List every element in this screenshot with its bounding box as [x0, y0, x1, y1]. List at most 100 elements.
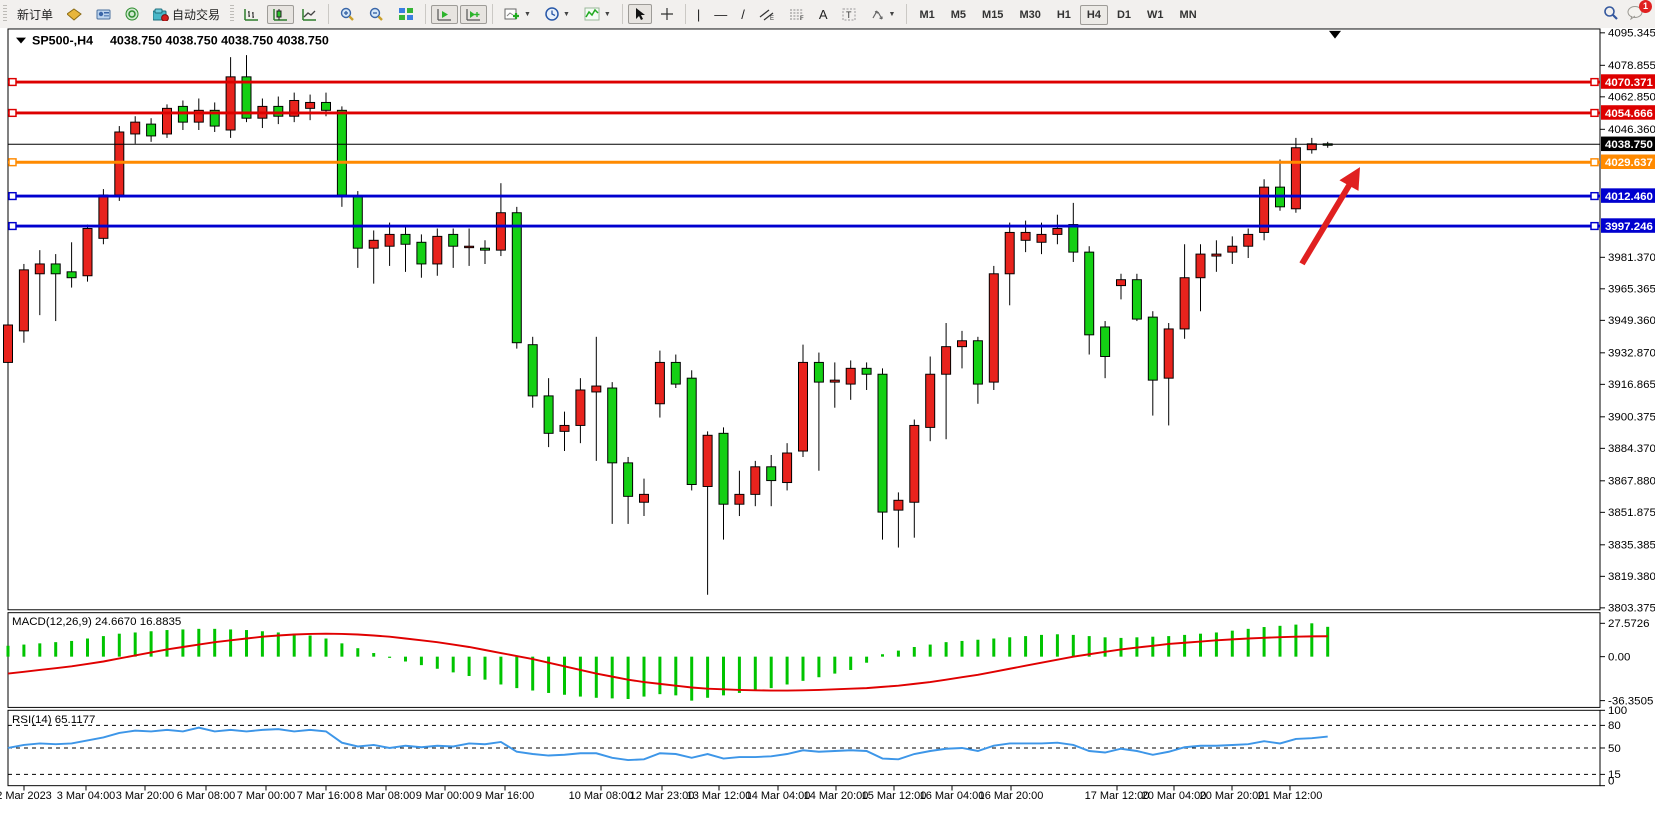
- zoom-out-icon[interactable]: [363, 4, 390, 24]
- candle-body: [957, 340, 967, 348]
- line-handle[interactable]: [8, 108, 17, 118]
- label-tool-icon[interactable]: T: [836, 5, 862, 24]
- fibonacci-tool-icon[interactable]: F: [783, 5, 811, 24]
- candle-body: [511, 212, 522, 344]
- zoom-in-icon[interactable]: [334, 4, 361, 24]
- tile-windows-icon[interactable]: [392, 4, 420, 24]
- symbol-dropdown-icon[interactable]: [16, 37, 26, 44]
- timeframe-M15[interactable]: M15: [982, 9, 1004, 21]
- trend-arrow-annotation[interactable]: [1299, 174, 1358, 266]
- main-toolbar: 新订单 自动交易 ▼ ▼: [0, 0, 1655, 29]
- price-badge: [1601, 218, 1655, 233]
- price-badge-label: 4029.637: [1605, 157, 1653, 169]
- price-tick-label: 3835.385: [1608, 540, 1655, 552]
- chevron-down-icon: ▼: [888, 10, 896, 18]
- time-label: 2 Mar 2023: [0, 790, 52, 802]
- crosshair-tool-icon[interactable]: [654, 4, 680, 24]
- candle-body: [607, 387, 618, 464]
- bar-chart-mode-icon[interactable]: [238, 5, 265, 24]
- line-handle[interactable]: [1590, 108, 1599, 118]
- rsi-axis-label: 50: [1608, 743, 1621, 755]
- search-icon[interactable]: [1603, 5, 1619, 24]
- timeframe-D1[interactable]: D1: [1116, 9, 1132, 21]
- candle-body: [241, 76, 252, 119]
- indicators-icon[interactable]: ▼: [578, 4, 617, 24]
- auto-scroll-icon[interactable]: [431, 4, 459, 24]
- chart-shift-icon[interactable]: [460, 4, 488, 24]
- timeframe-W1[interactable]: W1: [1147, 9, 1164, 21]
- price-tick-label: 3916.865: [1608, 379, 1655, 391]
- time-label: 16 Mar 20:00: [979, 790, 1044, 802]
- trendline-tool-icon[interactable]: /: [741, 6, 745, 22]
- candle-body: [639, 493, 649, 503]
- timeframe-M30[interactable]: M30: [1019, 9, 1041, 21]
- timeframe-M5[interactable]: M5: [950, 9, 967, 21]
- line-handle[interactable]: [8, 158, 17, 167]
- period-icon[interactable]: ▼: [539, 4, 576, 24]
- time-label: 7 Mar 16:00: [297, 790, 356, 802]
- line-handle[interactable]: [1590, 158, 1599, 167]
- timeframe-H4[interactable]: H4: [1079, 5, 1108, 25]
- candle-body: [273, 105, 284, 117]
- market-watch-icon[interactable]: [61, 5, 88, 24]
- candle-body: [289, 99, 300, 117]
- price-tick-label: 3965.365: [1608, 284, 1655, 296]
- text-tool-icon[interactable]: A: [818, 6, 828, 22]
- new-order-label: 新订单: [17, 7, 54, 22]
- macd-axis-label: -36.3505: [1608, 696, 1653, 708]
- candle-body: [1306, 143, 1317, 151]
- line-handle[interactable]: [8, 77, 17, 87]
- price-tick-label: 3803.375: [1608, 603, 1655, 615]
- timeframe-M1[interactable]: M1: [919, 9, 935, 21]
- chart-svg[interactable]: 4095.345 4078.855 4062.850 4046.360 3981.370…: [0, 28, 1655, 834]
- notifications-icon[interactable]: 1: [1627, 0, 1652, 23]
- candle-body: [925, 373, 936, 428]
- channel-tool-icon[interactable]: E: [753, 5, 781, 24]
- notification-count-badge: 1: [1639, 0, 1652, 13]
- chart-window[interactable]: 4095.345 4078.855 4062.850 4046.360 3981.370…: [0, 28, 1655, 834]
- candle-body: [575, 389, 586, 426]
- time-label: 20 Mar 20:00: [1200, 790, 1265, 802]
- autotrade-button[interactable]: 自动交易: [147, 3, 226, 26]
- candle-body: [50, 263, 61, 275]
- candle-body: [813, 361, 824, 383]
- line-handle[interactable]: [8, 221, 17, 231]
- shapes-tool-icon[interactable]: ▼: [864, 5, 902, 24]
- price-badge: [1601, 188, 1655, 203]
- candle-body: [559, 424, 570, 432]
- candle-body: [66, 271, 77, 279]
- data-window-icon[interactable]: [119, 4, 145, 24]
- price-tick-label: 3851.875: [1608, 507, 1655, 519]
- candle-body: [988, 273, 999, 383]
- ohlc-readout: 4038.750 4038.750 4038.750 4038.750: [110, 34, 329, 48]
- time-label: 14 Mar 04:00: [746, 790, 811, 802]
- cursor-tool-icon[interactable]: [627, 4, 652, 24]
- candlestick-mode-icon[interactable]: [267, 4, 295, 24]
- candle-body: [352, 196, 363, 249]
- candle-body: [209, 109, 220, 127]
- line-chart-mode-icon[interactable]: [296, 5, 323, 24]
- line-handle[interactable]: [8, 191, 17, 201]
- profiles-icon[interactable]: [90, 5, 117, 24]
- chevron-down-icon: ▼: [524, 10, 531, 18]
- timeframe-MN[interactable]: MN: [1179, 9, 1197, 21]
- price-pane[interactable]: [7, 28, 1601, 611]
- candle-body: [1179, 277, 1190, 330]
- shift-marker-icon[interactable]: [1329, 30, 1341, 39]
- candle-body: [384, 233, 395, 247]
- price-tick-label: 4078.855: [1608, 60, 1655, 72]
- vertical-line-tool-icon[interactable]: |: [696, 6, 701, 22]
- candle-body: [1131, 279, 1142, 320]
- toolbar-grip: [3, 5, 7, 23]
- new-order-button[interactable]: 新订单: [11, 3, 59, 26]
- line-handle[interactable]: [1590, 221, 1599, 231]
- timeframe-H1[interactable]: H1: [1056, 9, 1071, 21]
- time-label: 8 Mar 08:00: [357, 790, 416, 802]
- line-handle[interactable]: [1590, 191, 1599, 201]
- new-chart-icon[interactable]: ▼: [498, 4, 537, 24]
- time-label: 7 Mar 00:00: [237, 790, 296, 802]
- candle-body: [909, 424, 920, 503]
- line-handle[interactable]: [1590, 77, 1599, 87]
- horizontal-line-tool-icon[interactable]: —: [714, 6, 728, 22]
- price-tick-label: 3867.880: [1608, 476, 1655, 488]
